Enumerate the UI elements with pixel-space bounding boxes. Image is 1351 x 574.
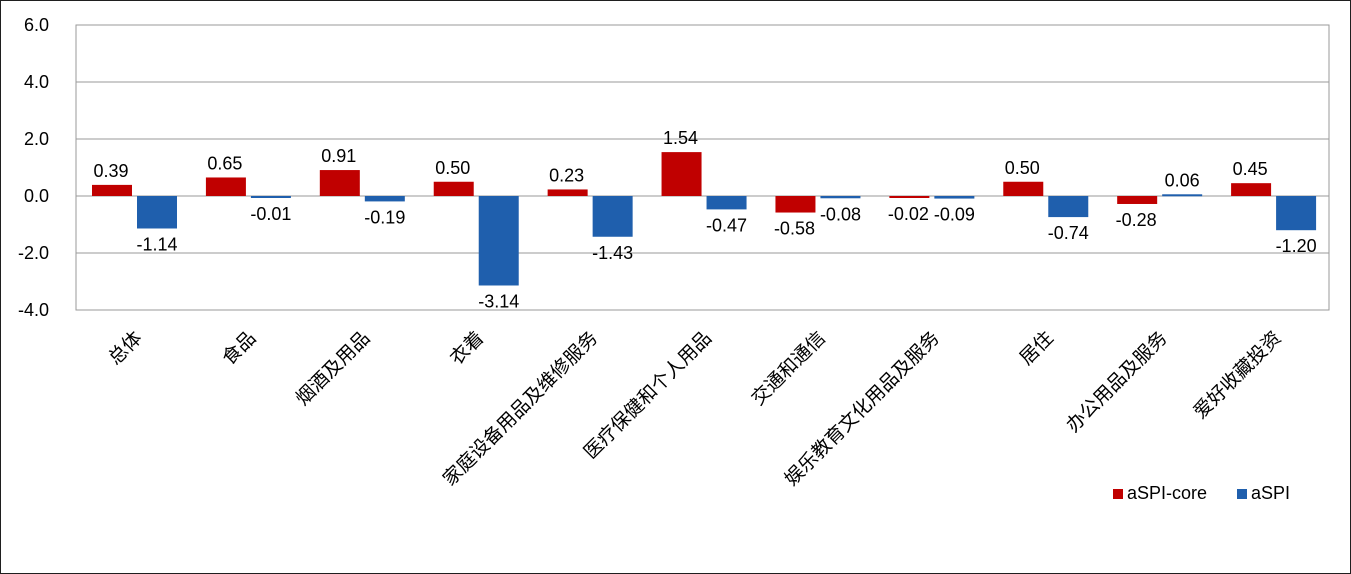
bar-aspi-core: [433, 181, 474, 196]
y-tick-label: -4.0: [18, 300, 49, 320]
bar-aspi-core: [92, 184, 132, 196]
data-label: -1.20: [1276, 236, 1317, 256]
data-label: 0.91: [321, 146, 356, 166]
x-tick-label: 爱好收藏投资: [1189, 327, 1285, 423]
x-tick-label: 居住: [1015, 327, 1057, 369]
bar-aspi-core: [319, 170, 360, 196]
legend-swatch: [1237, 489, 1247, 499]
y-tick-label: 2.0: [24, 129, 49, 149]
bar-aspi: [706, 196, 747, 210]
data-label: -1.43: [592, 243, 633, 263]
bar-aspi: [478, 196, 519, 286]
data-label: -0.47: [706, 215, 747, 235]
bar-aspi: [1162, 194, 1203, 197]
data-label: -0.28: [1116, 210, 1157, 230]
x-tick-label: 医疗保健和个人用品: [580, 327, 716, 463]
bar-aspi: [364, 196, 405, 202]
x-tick-label: 食品: [218, 327, 260, 369]
data-label: -0.08: [820, 204, 861, 224]
bar-aspi: [934, 196, 975, 199]
x-tick-label: 总体: [104, 327, 146, 369]
data-label: -0.58: [774, 219, 815, 239]
x-tick-label: 办公用品及服务: [1062, 327, 1172, 437]
bar-aspi: [1276, 196, 1317, 231]
data-label: 0.23: [549, 165, 584, 185]
y-tick-label: -2.0: [18, 243, 49, 263]
data-label: -0.74: [1048, 223, 1089, 243]
data-label: 0.65: [207, 153, 242, 173]
data-label: 1.54: [663, 128, 698, 148]
bar-aspi-core: [1117, 196, 1158, 204]
bar-aspi-core: [889, 196, 930, 198]
bar-aspi-core: [1231, 183, 1272, 196]
bar-aspi: [592, 196, 633, 237]
bar-aspi-core: [547, 189, 588, 196]
x-tick-label: 交通和通信: [747, 327, 830, 410]
bar-aspi-core: [205, 177, 246, 196]
legend-label: aSPI-core: [1127, 483, 1207, 503]
data-label: -3.14: [478, 291, 519, 311]
bar-aspi: [1048, 196, 1089, 218]
data-label: 0.06: [1165, 170, 1200, 190]
data-label: 0.50: [435, 158, 470, 178]
plot-area: [75, 24, 1330, 311]
legend-swatch: [1113, 489, 1123, 499]
data-label: 0.39: [93, 161, 128, 181]
x-tick-label: 烟酒及用品: [292, 327, 375, 410]
bar-aspi: [137, 196, 177, 229]
bar-aspi-core: [661, 152, 702, 196]
legend-label: aSPI: [1251, 483, 1290, 503]
x-tick-label: 衣着: [446, 327, 488, 369]
y-tick-label: 0.0: [24, 186, 49, 206]
y-tick-label: 4.0: [24, 72, 49, 92]
data-label: -1.14: [136, 234, 177, 254]
bar-aspi: [820, 196, 861, 199]
bar-aspi-core: [775, 196, 816, 213]
data-label: 0.50: [1005, 158, 1040, 178]
data-label: -0.09: [934, 205, 975, 225]
data-label: -0.02: [888, 204, 929, 224]
bar-aspi: [250, 196, 291, 198]
y-tick-label: 6.0: [24, 15, 49, 35]
bar-aspi-core: [1003, 181, 1044, 196]
data-label: -0.01: [250, 204, 291, 224]
data-label: 0.45: [1233, 159, 1268, 179]
data-label: -0.19: [364, 207, 405, 227]
